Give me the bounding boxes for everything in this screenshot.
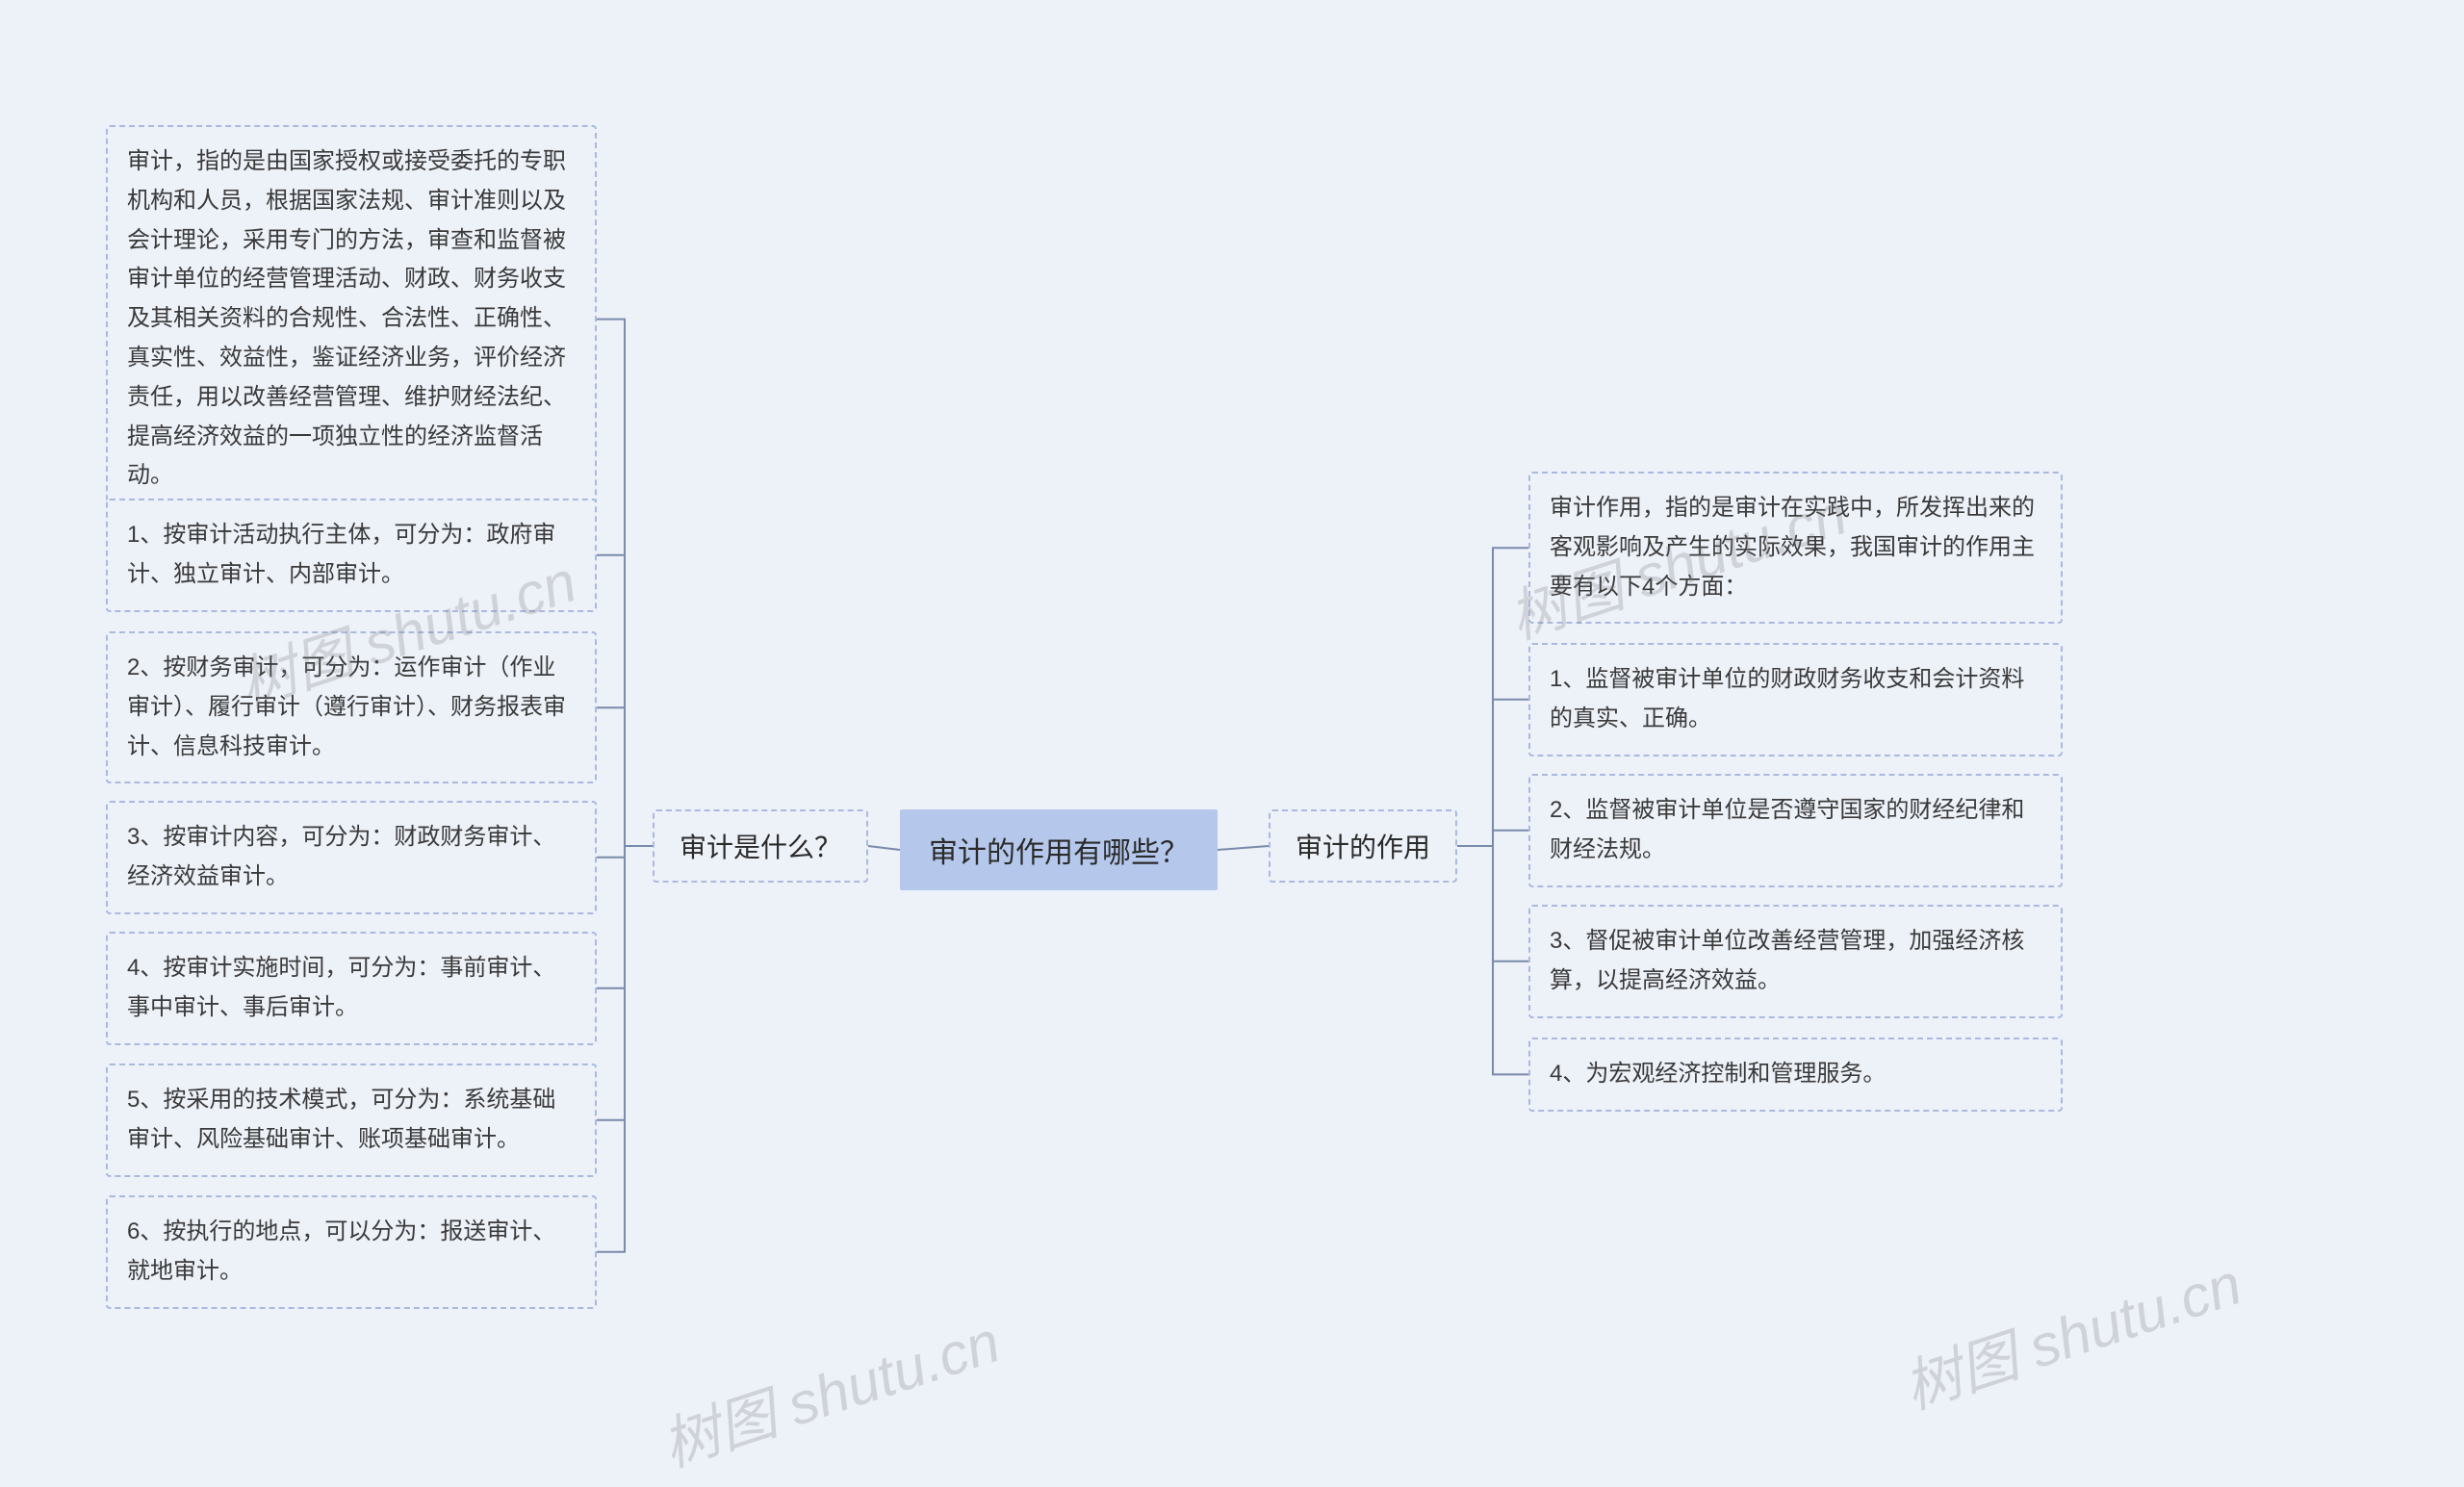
left-leaf-2: 2、按财务审计，可分为：运作审计（作业审计）、履行审计（遵行审计）、财务报表审计… <box>106 631 597 783</box>
right-leaf-0: 审计作用，指的是审计在实践中，所发挥出来的客观影响及产生的实际效果，我国审计的作… <box>1528 472 2063 624</box>
right-leaf-2: 2、监督被审计单位是否遵守国家的财经纪律和财经法规。 <box>1528 774 2063 887</box>
left-leaf-5: 5、按采用的技术模式，可分为：系统基础审计、风险基础审计、账项基础审计。 <box>106 1064 597 1177</box>
watermark-2: 树图 shutu.cn <box>650 1295 1009 1483</box>
left-leaf-3: 3、按审计内容，可分为：财政财务审计、经济效益审计。 <box>106 801 597 914</box>
watermark-3: 树图 shutu.cn <box>1891 1238 2250 1425</box>
left-branch-node: 审计是什么？ <box>653 809 868 883</box>
right-leaf-3: 3、督促被审计单位改善经营管理，加强经济核算，以提高经济效益。 <box>1528 905 2063 1018</box>
left-leaf-1: 1、按审计活动执行主体，可分为：政府审计、独立审计、内部审计。 <box>106 499 597 612</box>
center-node: 审计的作用有哪些？ <box>900 809 1218 890</box>
right-leaf-4: 4、为宏观经济控制和管理服务。 <box>1528 1038 2063 1112</box>
left-leaf-6: 6、按执行的地点，可以分为：报送审计、就地审计。 <box>106 1195 597 1309</box>
left-leaf-0: 审计，指的是由国家授权或接受委托的专职机构和人员，根据国家法规、审计准则以及会计… <box>106 125 597 513</box>
right-leaf-1: 1、监督被审计单位的财政财务收支和会计资料的真实、正确。 <box>1528 643 2063 756</box>
right-branch-node: 审计的作用 <box>1269 809 1457 883</box>
left-leaf-4: 4、按审计实施时间，可分为：事前审计、事中审计、事后审计。 <box>106 932 597 1045</box>
